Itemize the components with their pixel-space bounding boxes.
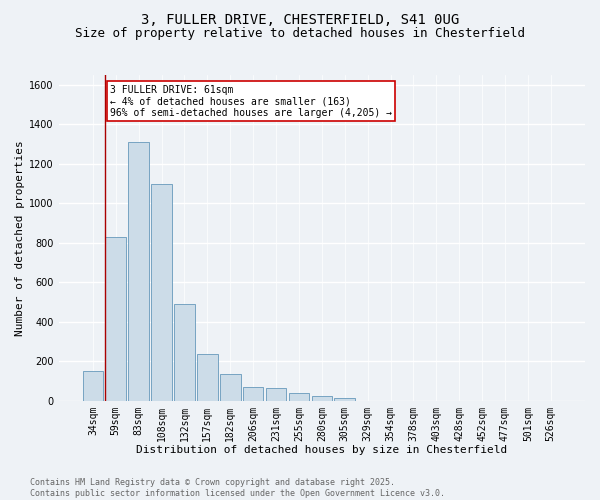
Bar — [83, 371, 103, 400]
Text: 3, FULLER DRIVE, CHESTERFIELD, S41 0UG: 3, FULLER DRIVE, CHESTERFIELD, S41 0UG — [141, 12, 459, 26]
Bar — [311, 396, 332, 400]
Bar — [220, 374, 241, 400]
Bar — [266, 388, 286, 400]
Bar — [151, 184, 172, 400]
Bar — [128, 142, 149, 401]
Text: 3 FULLER DRIVE: 61sqm
← 4% of detached houses are smaller (163)
96% of semi-deta: 3 FULLER DRIVE: 61sqm ← 4% of detached h… — [110, 85, 392, 118]
Bar — [243, 387, 263, 400]
Bar — [289, 393, 309, 400]
Bar — [197, 354, 218, 401]
X-axis label: Distribution of detached houses by size in Chesterfield: Distribution of detached houses by size … — [136, 445, 508, 455]
Bar — [334, 398, 355, 400]
Y-axis label: Number of detached properties: Number of detached properties — [15, 140, 25, 336]
Bar — [106, 237, 126, 400]
Text: Size of property relative to detached houses in Chesterfield: Size of property relative to detached ho… — [75, 28, 525, 40]
Text: Contains HM Land Registry data © Crown copyright and database right 2025.
Contai: Contains HM Land Registry data © Crown c… — [30, 478, 445, 498]
Bar — [174, 304, 195, 400]
